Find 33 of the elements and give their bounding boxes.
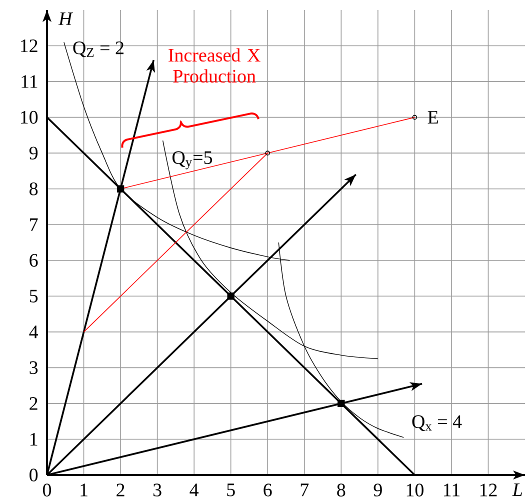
- x-tick-label: 0: [42, 484, 52, 496]
- x-tick-label: 10: [406, 484, 424, 496]
- annotation: Q$_{y}$=5: [172, 151, 212, 170]
- y-tick-label: 6: [30, 254, 38, 267]
- annotation: Q$_{x}$ = 4: [412, 415, 462, 431]
- y-axis-title: H: [58, 12, 74, 25]
- y-tick-label: 7: [30, 218, 38, 231]
- x-tick-label: 9: [374, 484, 382, 496]
- annotation: E: [428, 111, 438, 124]
- y-tick-label: 12: [21, 39, 38, 52]
- x-tick-label: 5: [227, 484, 235, 496]
- y-tick-label: 0: [30, 468, 38, 482]
- x-tick-label: 12: [480, 484, 497, 496]
- y-tick-label: 11: [22, 75, 38, 88]
- x-tick-label: 1: [80, 484, 88, 496]
- y-tick-label: 8: [30, 182, 38, 196]
- x-tick-label: 8: [337, 484, 346, 496]
- y-tick-label: 2: [30, 397, 38, 410]
- x-tick-label: 4: [190, 484, 199, 496]
- x-tick-label: 11: [444, 484, 460, 496]
- y-tick-label: 5: [30, 290, 38, 302]
- y-tick-label: 3: [30, 361, 38, 374]
- y-tick-label: 9: [29, 146, 38, 160]
- x-tick-label: 3: [153, 484, 162, 496]
- x-tick-label: 6: [264, 484, 272, 496]
- annotation: Q$_{Z}$ = 2: [73, 42, 124, 58]
- x-tick-label: 7: [300, 484, 309, 496]
- annotation: Increased X Production: [168, 48, 260, 83]
- x-tick-label: 2: [116, 484, 124, 496]
- y-tick-label: 1: [30, 432, 38, 446]
- y-tick-label: 4: [29, 326, 38, 338]
- x-axis-title: L: [512, 484, 522, 496]
- y-tick-label: 10: [21, 110, 38, 124]
